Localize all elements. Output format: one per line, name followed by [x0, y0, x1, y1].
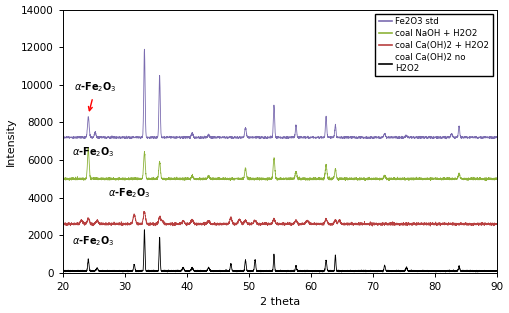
Text: $\alpha$-Fe$_2$O$_3$: $\alpha$-Fe$_2$O$_3$: [72, 234, 115, 248]
X-axis label: 2 theta: 2 theta: [260, 297, 300, 307]
Text: $\alpha$-Fe$_2$O$_3$: $\alpha$-Fe$_2$O$_3$: [72, 145, 115, 159]
Legend: Fe2O3 std, coal NaOH + H2O2, coal Ca(OH)2 + H2O2, coal Ca(OH)2 no
H2O2: Fe2O3 std, coal NaOH + H2O2, coal Ca(OH)…: [375, 14, 493, 76]
Text: $\alpha$-Fe$_2$O$_3$: $\alpha$-Fe$_2$O$_3$: [107, 187, 150, 201]
Text: $\alpha$-Fe$_2$O$_3$: $\alpha$-Fe$_2$O$_3$: [74, 80, 117, 111]
Y-axis label: Intensity: Intensity: [6, 117, 16, 166]
